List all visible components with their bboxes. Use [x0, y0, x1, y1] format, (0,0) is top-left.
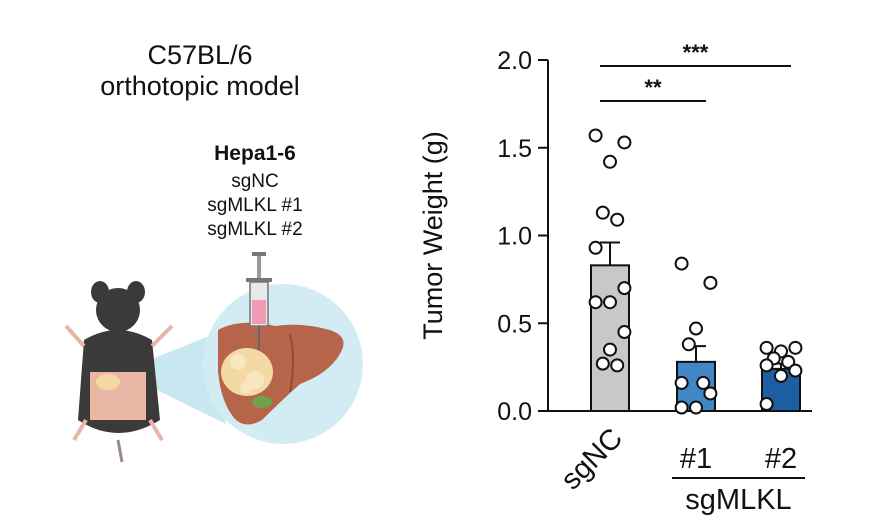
data-point	[759, 340, 774, 355]
data-point	[689, 400, 703, 415]
y-tick-label: 0.5	[497, 310, 532, 338]
data-point	[774, 368, 788, 383]
data-point	[689, 321, 703, 336]
syringe-icon	[246, 252, 272, 350]
data-point	[674, 375, 689, 390]
model-title-line1: C57BL/6	[147, 40, 253, 70]
significance-label: ***	[683, 40, 709, 65]
data-point	[595, 205, 610, 220]
data-point	[603, 342, 617, 357]
data-point	[603, 154, 617, 169]
x-group-label: sgMLKL	[685, 484, 791, 516]
mouse-icon	[64, 281, 174, 463]
zoom-cone	[120, 334, 226, 424]
data-point	[681, 337, 696, 352]
group-label-sgnc: sgNC	[231, 171, 279, 192]
data-point	[603, 295, 617, 310]
data-point	[703, 275, 718, 290]
data-point	[617, 135, 632, 150]
x-label-1: #1	[680, 443, 712, 475]
y-tick-label: 1.5	[497, 135, 532, 163]
data-point	[788, 340, 803, 355]
group-label-sgmlkl-1: sgMLKL #1	[207, 195, 303, 216]
x-label-sgnc: sgNC	[555, 422, 629, 496]
illustration	[64, 252, 363, 463]
model-panel: C57BL/6 orthotopic model Hepa1-6 sgNC sg…	[0, 0, 400, 520]
data-point	[595, 356, 610, 371]
cell-line-name: Hepa1-6	[214, 142, 296, 165]
data-point	[617, 325, 632, 340]
y-axis-title: Tumor Weight (g)	[418, 131, 448, 340]
y-tick-label: 0.0	[497, 398, 532, 426]
data-point	[617, 281, 632, 296]
data-point	[588, 240, 603, 255]
data-point	[703, 386, 718, 401]
data-point	[610, 212, 625, 227]
data-point	[610, 358, 625, 373]
data-point	[588, 295, 603, 310]
data-point	[588, 128, 603, 143]
model-title-line2: orthotopic model	[100, 71, 300, 101]
tumor-weight-chart: 0.0 0.5 1.0 1.5 2.0 Tumor Weight (g) sgNC #1 #2 s…	[418, 40, 812, 516]
y-tick-label: 2.0	[497, 47, 532, 75]
x-label-2: #2	[765, 443, 797, 475]
liver-icon	[218, 322, 344, 425]
data-point	[696, 375, 711, 390]
data-point	[788, 363, 803, 378]
data-point	[674, 400, 689, 415]
data-point	[759, 358, 774, 373]
group-label-sgmlkl-2: sgMLKL #2	[207, 219, 303, 240]
model-title: C57BL/6 orthotopic model	[40, 40, 360, 102]
data-point	[759, 396, 774, 411]
data-point	[781, 354, 796, 369]
data-point	[674, 256, 689, 271]
significance-label: **	[644, 75, 662, 100]
y-tick-label: 1.0	[497, 223, 532, 251]
